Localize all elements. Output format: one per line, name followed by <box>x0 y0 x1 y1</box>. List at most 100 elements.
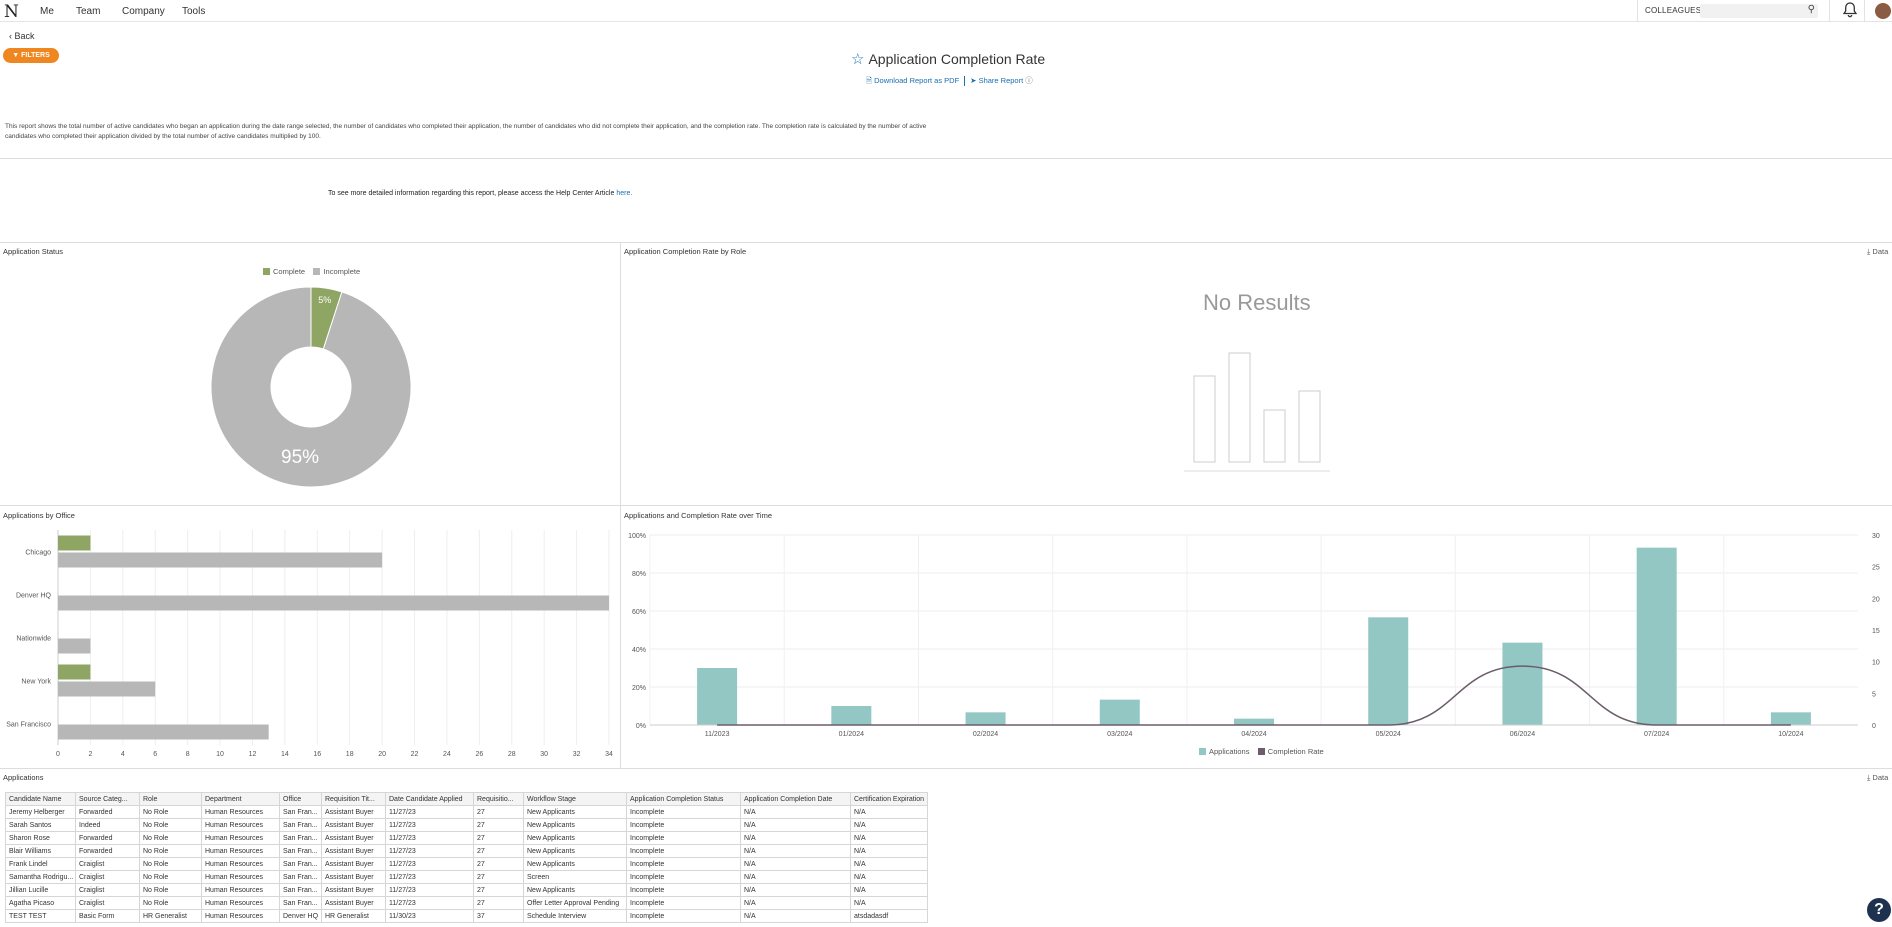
column-header[interactable]: Application Completion Status <box>626 792 741 806</box>
x-tick-label: 10 <box>216 751 224 758</box>
column-header[interactable]: Requisition Tit... <box>321 792 386 806</box>
column-header[interactable]: Source Categ... <box>75 792 140 806</box>
table-row[interactable]: Jeremy Helberger Forwarded No Role Human Re… <box>5 805 928 819</box>
legend-label-completion-rate: Completion Rate <box>1267 747 1324 756</box>
search-input[interactable]: ⚲ <box>1700 4 1818 18</box>
help-center-link[interactable]: here. <box>616 190 633 197</box>
nav-item-tools[interactable]: Tools <box>182 6 206 17</box>
y-right-tick-label: 10 <box>1872 660 1880 667</box>
bar-applications <box>1502 642 1543 725</box>
category-label: New York <box>21 679 51 686</box>
table-row[interactable]: Samantha Rodrigu... Craiglist No Role Human… <box>5 870 928 884</box>
table-cell: 27 <box>473 805 524 819</box>
nav-item-team[interactable]: Team <box>76 6 101 17</box>
colleagues-dropdown[interactable]: COLLEAGUES ▾ <box>1645 6 1708 15</box>
column-header[interactable]: Office <box>279 792 322 806</box>
table-cell: Human Resources <box>201 870 280 884</box>
legend-item-completion-rate[interactable]: Completion Rate <box>1257 747 1324 756</box>
column-header[interactable]: Workflow Stage <box>523 792 627 806</box>
table-cell: N/A <box>850 831 928 845</box>
table-cell: N/A <box>850 844 928 858</box>
category-label: Chicago <box>25 550 51 557</box>
legend-item-applications[interactable]: Applications <box>1199 747 1249 756</box>
nav-item-company[interactable]: Company <box>122 6 165 17</box>
column-header[interactable]: Requisitio... <box>473 792 524 806</box>
line-completion-rate <box>717 665 1791 726</box>
help-button[interactable]: ? <box>1867 898 1891 922</box>
table-row[interactable]: Agatha Picaso Craiglist No Role Human Resou… <box>5 896 928 910</box>
download-data-link[interactable]: ⤓ Data <box>1867 773 1888 783</box>
x-tick-label: 05/2024 <box>1376 731 1401 738</box>
x-tick-label: 2 <box>88 751 92 758</box>
bar-applications <box>1234 718 1274 725</box>
table-cell: N/A <box>740 831 851 845</box>
table-cell: No Role <box>139 831 202 845</box>
table-cell: N/A <box>850 818 928 832</box>
table-cell: New Applicants <box>523 883 627 897</box>
filters-button[interactable]: ▼ FILTERS <box>3 48 59 63</box>
filters-label: FILTERS <box>21 52 50 59</box>
table-cell: Human Resources <box>201 857 280 871</box>
table-row[interactable]: Sharon Rose Forwarded No Role Human Resourc… <box>5 831 928 845</box>
table-cell: 37 <box>473 909 524 923</box>
avatar[interactable] <box>1875 3 1891 19</box>
top-nav: N Me Team Company Tools COLLEAGUES ▾ ⚲ <box>0 0 1892 22</box>
bell-icon[interactable] <box>1842 2 1858 21</box>
table-row[interactable]: Sarah Santos Indeed No Role Human Resources… <box>5 818 928 832</box>
column-header[interactable]: Role <box>139 792 202 806</box>
y-left-tick-label: 20% <box>632 685 646 692</box>
document-icon: 🗎 <box>866 76 873 85</box>
column-header[interactable]: Department <box>201 792 280 806</box>
column-header[interactable]: Certification Expiration <box>850 792 928 806</box>
legend-item-incomplete[interactable]: Incomplete <box>313 267 360 276</box>
applications-by-office-bar-chart: 0 2 4 6 8 10 12 14 16 18 20 22 24 26 28 30 32 34ChicagoDe… <box>6 530 613 758</box>
x-tick-label: 34 <box>605 751 613 758</box>
applications-table-title: Applications <box>3 773 44 782</box>
table-cell: Assistant Buyer <box>321 805 386 819</box>
column-header[interactable]: Candidate Name <box>5 792 76 806</box>
table-cell: Basic Form <box>75 909 140 923</box>
back-link[interactable]: ‹ Back <box>9 31 35 41</box>
table-cell: Forwarded <box>75 844 140 858</box>
table-row[interactable]: Frank Lindel Craiglist No Role Human Resour… <box>5 857 928 871</box>
table-header-row: Candidate Name Source Categ... Role Departm… <box>5 792 928 806</box>
table-cell: San Fran... <box>279 883 322 897</box>
download-data-link[interactable]: ⤓ Data <box>1867 247 1888 257</box>
table-cell: San Fran... <box>279 818 322 832</box>
share-report-link[interactable]: ➤ Share Report <box>970 76 1023 85</box>
x-tick-label: 20 <box>378 751 386 758</box>
search-icon[interactable]: ⚲ <box>1807 4 1815 15</box>
table-cell: Incomplete <box>626 805 741 819</box>
applications-by-office-title: Applications by Office <box>3 511 75 520</box>
app-logo[interactable]: N <box>4 2 19 22</box>
legend-swatch-complete <box>263 268 270 275</box>
table-cell: Jeremy Helberger <box>5 805 76 819</box>
table-row[interactable]: Jillian Lucille Craiglist No Role Human Res… <box>5 883 928 897</box>
table-cell: 11/30/23 <box>385 909 474 923</box>
table-cell: N/A <box>850 805 928 819</box>
table-cell: Agatha Picaso <box>5 896 76 910</box>
table-row[interactable]: TEST TEST Basic Form HR Generalist Human Re… <box>5 909 928 923</box>
info-icon[interactable]: ⓘ <box>1025 76 1033 85</box>
table-cell: San Fran... <box>279 857 322 871</box>
x-tick-label: 16 <box>313 751 321 758</box>
divider <box>0 158 1892 159</box>
back-label: Back <box>14 31 35 41</box>
column-header[interactable]: Date Candidate Applied <box>385 792 474 806</box>
download-pdf-link[interactable]: 🗎 Download Report as PDF <box>866 76 959 85</box>
table-cell: Incomplete <box>626 870 741 884</box>
table-row[interactable]: Blair Williams Forwarded No Role Human Reso… <box>5 844 928 858</box>
legend-label-complete: Complete <box>273 267 306 276</box>
bar-applications <box>1368 617 1409 725</box>
legend-item-complete[interactable]: Complete <box>263 267 305 276</box>
share-report-label: Share Report <box>978 76 1024 85</box>
legend-label-applications: Applications <box>1209 747 1250 756</box>
x-tick-label: 22 <box>411 751 419 758</box>
x-tick-label: 28 <box>508 751 516 758</box>
table-cell: N/A <box>850 896 928 910</box>
column-header[interactable]: Application Completion Date <box>740 792 851 806</box>
table-cell: New Applicants <box>523 805 627 819</box>
star-icon[interactable]: ☆ <box>851 51 865 68</box>
bar-incomplete <box>58 681 156 697</box>
nav-item-me[interactable]: Me <box>40 6 54 17</box>
